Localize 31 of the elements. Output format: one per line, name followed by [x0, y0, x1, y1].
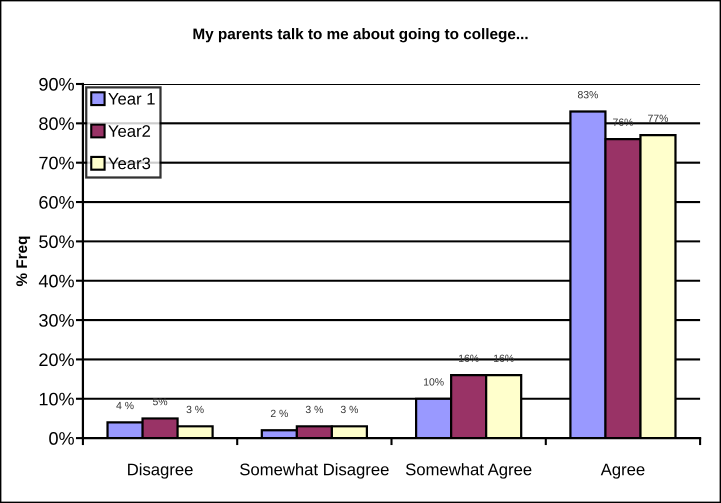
data-label: 3 % — [340, 406, 358, 414]
y-axis-title: % Freq — [16, 236, 30, 286]
y-tick-label: 0% — [49, 432, 74, 445]
y-tick-label: 10% — [40, 392, 74, 406]
y-tick-label: 90% — [39, 78, 74, 91]
x-tick-label: Somewhat Agree — [406, 463, 532, 479]
data-label: 16% — [494, 354, 514, 362]
data-label: 5% — [152, 398, 168, 406]
data-label: 3 % — [306, 406, 323, 414]
y-tick-label: 80% — [39, 117, 74, 130]
data-label: 77% — [648, 114, 668, 122]
y-tick-label: 70% — [39, 156, 74, 170]
x-tick-label: Disagree — [128, 463, 193, 479]
legend-label: Year3 — [108, 157, 150, 170]
y-tick-label: 30% — [39, 314, 74, 327]
chart-title: My parents talk to me about going to college... — [193, 28, 528, 42]
data-label: 3 % — [186, 406, 204, 414]
data-label: 4 % — [116, 402, 134, 410]
data-label: 10% — [424, 378, 444, 386]
y-tick-label: 20% — [39, 353, 74, 366]
legend-label: Year2 — [108, 125, 150, 137]
x-tick-label: Agree — [600, 464, 644, 479]
y-tick-label: 50% — [39, 235, 74, 248]
data-label: 83% — [578, 90, 598, 98]
data-label: 16% — [459, 354, 479, 362]
data-label: 2 % — [270, 410, 288, 418]
y-tick-label: 40% — [38, 274, 74, 288]
x-tick-label: Somewhat Disagree — [240, 463, 389, 479]
legend-label: Year 1 — [108, 93, 155, 105]
y-tick-label: 60% — [39, 196, 74, 209]
data-label: 76% — [613, 118, 633, 126]
